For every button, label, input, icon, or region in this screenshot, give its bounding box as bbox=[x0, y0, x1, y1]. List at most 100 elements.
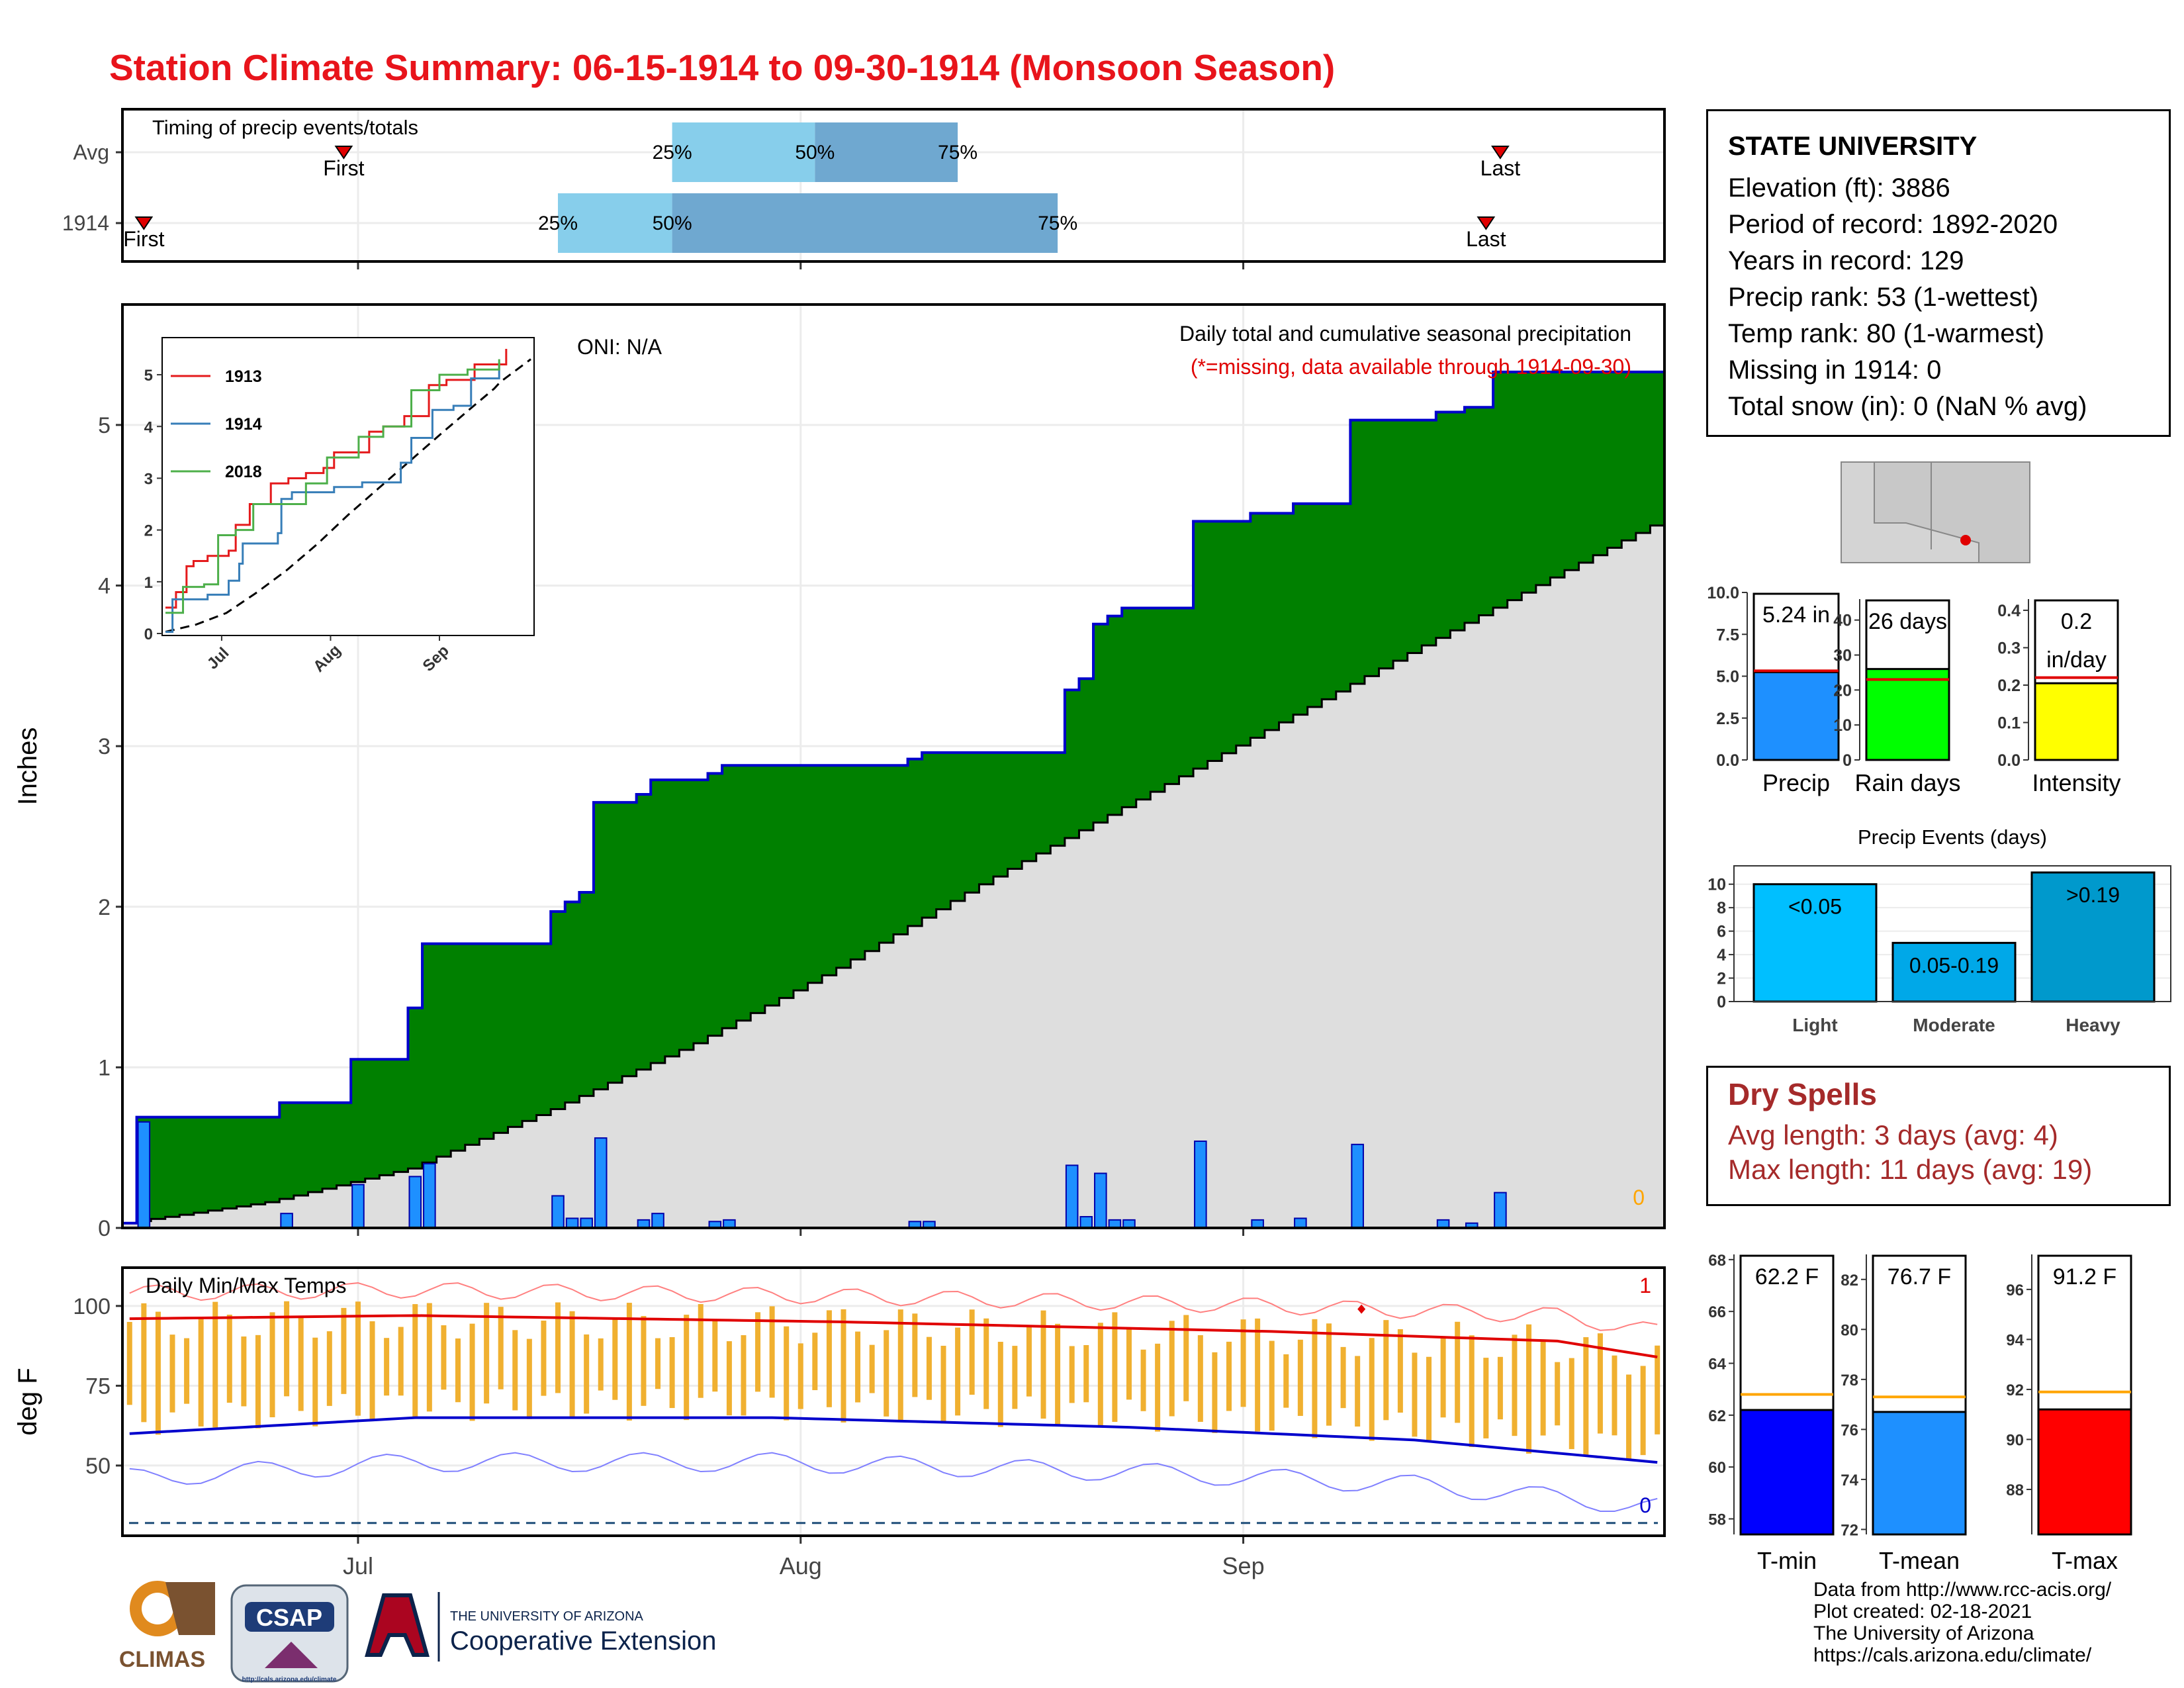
daily-temp-bar bbox=[869, 1344, 875, 1393]
daily-temp-bar bbox=[1297, 1339, 1303, 1416]
panel-value-bar bbox=[1872, 1411, 1967, 1536]
temp-panel-title: Daily Min/Max Temps bbox=[146, 1274, 346, 1297]
panel-value-label: in/day bbox=[2046, 647, 2107, 673]
daily-temp-bar bbox=[1240, 1319, 1246, 1407]
daily-temp-bar bbox=[269, 1312, 275, 1418]
daily-temp-bar bbox=[1226, 1341, 1232, 1411]
daily-temp-bar bbox=[169, 1335, 175, 1413]
daily-temp-bar bbox=[926, 1336, 932, 1400]
timing-row-label: 1914 bbox=[62, 211, 109, 235]
surplus-area bbox=[1164, 608, 1180, 784]
daily-temp-bar bbox=[1312, 1319, 1318, 1438]
daily-temp-bar bbox=[569, 1311, 575, 1417]
timing-label-75: 75% bbox=[938, 142, 978, 164]
daily-temp-bar bbox=[426, 1303, 432, 1412]
daily-temp-bar bbox=[1369, 1338, 1375, 1441]
surplus-area bbox=[1593, 371, 1608, 555]
avg-min-temp-line bbox=[129, 1416, 1658, 1464]
timing-bar-50-75 bbox=[815, 122, 958, 182]
surplus-area bbox=[1264, 513, 1280, 730]
event-category-label: Heavy bbox=[2066, 1015, 2120, 1035]
surplus-area bbox=[236, 1117, 251, 1207]
surplus-area bbox=[508, 943, 523, 1127]
precip-y-tick-label: 5 bbox=[98, 413, 111, 438]
surplus-area bbox=[222, 1117, 238, 1209]
daily-temp-bar bbox=[1612, 1355, 1617, 1436]
panel-y-tick-label: 96 bbox=[2006, 1282, 2024, 1299]
surplus-area bbox=[208, 1117, 223, 1211]
surplus-area bbox=[1564, 371, 1580, 571]
daily-temp-bar bbox=[341, 1307, 347, 1394]
timing-label-last: Last bbox=[1466, 227, 1506, 251]
panel-y-tick-label: 74 bbox=[1841, 1472, 1858, 1489]
panel-y-tick-label: 68 bbox=[1708, 1252, 1726, 1270]
daily-temp-bar bbox=[155, 1311, 161, 1435]
panel-y-tick-label: 0.2 bbox=[1997, 677, 2021, 695]
panel-name-label: T-max bbox=[2052, 1547, 2118, 1574]
surplus-area bbox=[964, 752, 980, 893]
surplus-area bbox=[408, 1008, 423, 1169]
dry-spells-max: Max length: 11 days (avg: 19) bbox=[1728, 1154, 2093, 1185]
panel-name-label: Rain days bbox=[1854, 769, 1960, 796]
daily-temp-bar bbox=[940, 1346, 946, 1424]
oni-label: ONI: N/A bbox=[577, 335, 662, 359]
inset-panel bbox=[161, 337, 535, 636]
ua-logo bbox=[365, 1593, 430, 1657]
daily-temp-bar bbox=[826, 1310, 832, 1407]
daily-temp-bar bbox=[1326, 1323, 1332, 1426]
event-category-label: Moderate bbox=[1913, 1015, 1995, 1035]
panel-y-tick-label: 5.0 bbox=[1716, 668, 1739, 686]
timing-marker-first bbox=[134, 216, 154, 230]
surplus-area bbox=[493, 943, 509, 1133]
daily-temp-bar bbox=[598, 1338, 604, 1391]
surplus-area bbox=[936, 752, 952, 910]
surplus-area bbox=[1535, 371, 1551, 585]
station-snow: Total snow (in): 0 (NaN % avg) bbox=[1728, 392, 2087, 421]
daily-temp-bar bbox=[784, 1326, 790, 1421]
credits: Data from http://www.rcc-acis.org/ Plot … bbox=[1813, 1579, 2111, 1666]
daily-temp-bar bbox=[355, 1301, 361, 1416]
event-bar-label: <0.05 bbox=[1788, 895, 1842, 919]
panel-value-label: 91.2 F bbox=[2053, 1264, 2116, 1289]
daily-temp-bar bbox=[1212, 1352, 1218, 1433]
surplus-area bbox=[779, 765, 794, 998]
credit-data-source: Data from http://www.rcc-acis.org/ bbox=[1813, 1579, 2112, 1601]
daily-temp-bar bbox=[712, 1321, 718, 1392]
daily-temp-bar bbox=[1397, 1329, 1403, 1413]
daily-temp-bar bbox=[897, 1309, 903, 1421]
event-category-label: Light bbox=[1792, 1015, 1837, 1035]
daily-precip-bar bbox=[137, 1121, 151, 1229]
daily-temp-bar bbox=[1426, 1356, 1432, 1440]
daily-temp-bar bbox=[484, 1303, 490, 1404]
panel-y-tick-label: 62 bbox=[1708, 1407, 1726, 1425]
panel-y-tick-label: 76 bbox=[1841, 1421, 1858, 1439]
panel-value-label: 62.2 F bbox=[1755, 1264, 1819, 1289]
daily-temp-bar bbox=[997, 1342, 1003, 1427]
daily-temp-bar bbox=[326, 1331, 332, 1406]
station-temp-rank: Temp rank: 80 (1-warmest) bbox=[1728, 319, 2044, 348]
x-tick-label: Aug bbox=[780, 1552, 822, 1579]
daily-temp-bar bbox=[141, 1303, 147, 1423]
ua-logo-line1: THE UNIVERSITY OF ARIZONA bbox=[450, 1609, 644, 1624]
surplus-area bbox=[707, 773, 723, 1036]
temp-y-axis-title: deg F bbox=[13, 1368, 42, 1435]
daily-precip-bar bbox=[651, 1213, 664, 1229]
panel-value-bar bbox=[1865, 668, 1950, 761]
daily-temp-bar bbox=[1140, 1349, 1146, 1411]
daily-temp-bar bbox=[1555, 1362, 1561, 1426]
surplus-area bbox=[1364, 420, 1380, 677]
daily-temp-bar bbox=[1269, 1340, 1275, 1431]
inset-y-tick-label: 4 bbox=[144, 418, 154, 436]
panel-value-bar bbox=[1752, 671, 1840, 761]
surplus-area bbox=[436, 943, 452, 1157]
surplus-area bbox=[165, 1117, 181, 1217]
daily-temp-bar bbox=[1169, 1321, 1175, 1417]
surplus-area bbox=[1650, 371, 1665, 526]
surplus-area bbox=[751, 765, 766, 1013]
daily-precip-bar bbox=[423, 1162, 436, 1229]
timing-label-last: Last bbox=[1480, 156, 1521, 180]
daily-temp-bar bbox=[226, 1315, 232, 1403]
timing-label-first: First bbox=[323, 156, 364, 180]
surplus-area bbox=[1507, 371, 1523, 600]
panel-y-tick-label: 0 bbox=[1843, 751, 1852, 770]
